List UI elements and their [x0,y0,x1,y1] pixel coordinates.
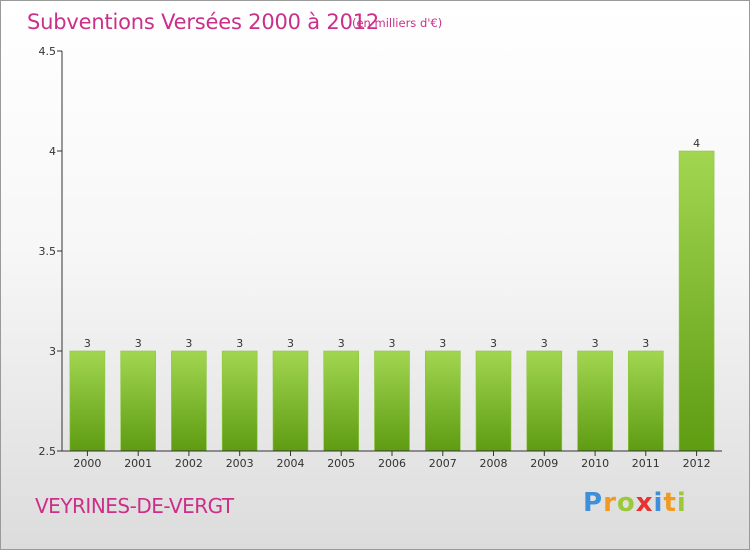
bar-2012 [678,150,715,452]
y-tick-label-2.5: 2.5 [39,445,57,458]
x-tick-label-2007: 2007 [429,457,457,470]
y-tick-label-3.5: 3.5 [39,245,57,258]
bar-2009 [526,350,563,452]
proxiti-logo: Proxiti [583,488,687,518]
bar-2011 [627,350,664,452]
y-tick-label-4: 4 [49,145,56,158]
bar-2005 [323,350,360,452]
data-label-2000: 3 [84,337,91,350]
logo-letter: i [653,488,664,518]
data-label-2008: 3 [490,337,497,350]
bar-2002 [171,350,207,452]
logo-letter: i [676,488,687,518]
place-name: VEYRINES-DE-VERGT [35,494,234,518]
bar-2010 [577,350,613,452]
x-tick-label-2010: 2010 [581,457,609,470]
x-tick-label-2009: 2009 [530,457,558,470]
data-label-2002: 3 [185,337,192,350]
bar-2008 [475,350,512,452]
x-tick-label-2011: 2011 [632,457,660,470]
data-label-2012: 4 [693,137,700,150]
data-label-2007: 3 [439,337,446,350]
logo-letter: o [616,488,636,518]
chart-title: Subventions Versées 2000 à 2012 [27,10,380,34]
x-tick-label-2008: 2008 [480,457,508,470]
x-tick-label-2002: 2002 [175,457,203,470]
logo-letter: r [603,488,617,518]
data-label-2010: 3 [592,337,599,350]
x-tick-label-2006: 2006 [378,457,406,470]
data-label-2005: 3 [338,337,345,350]
x-tick-label-2001: 2001 [124,457,152,470]
bar-2001 [120,350,156,452]
logo-letter: t [663,488,677,518]
y-tick-label-4.5: 4.5 [39,45,57,58]
y-tick-label-3: 3 [49,345,56,358]
data-label-2003: 3 [236,337,243,350]
x-tick-label-2005: 2005 [327,457,355,470]
data-label-2004: 3 [287,337,294,350]
x-tick-label-2004: 2004 [277,457,305,470]
x-tick-label-2003: 2003 [226,457,254,470]
x-tick-label-2012: 2012 [683,457,711,470]
bar-2006 [374,350,410,452]
logo-letter: P [583,488,604,518]
x-tick-label-2000: 2000 [73,457,101,470]
bar-2000 [69,350,106,452]
data-label-2001: 3 [135,337,142,350]
data-label-2011: 3 [642,337,649,350]
data-label-2009: 3 [541,337,548,350]
bar-2007 [424,350,461,452]
logo-letter: x [635,488,654,518]
bar-2004 [272,350,309,452]
chart-unit: (en milliers d'€) [352,16,443,30]
bar-2003 [221,350,258,452]
data-label-2006: 3 [389,337,396,350]
